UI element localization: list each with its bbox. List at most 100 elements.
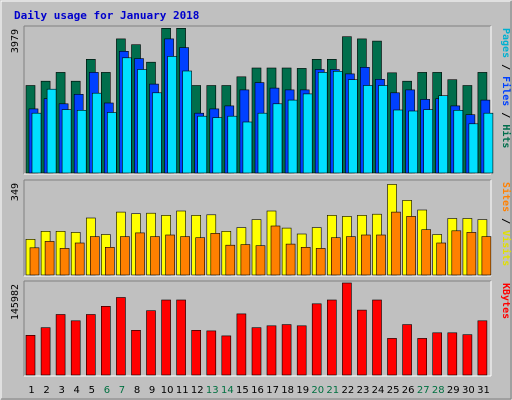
bar-kbytes-day-19 bbox=[296, 325, 307, 376]
bar-kbytes-day-10 bbox=[161, 299, 171, 376]
bar-kbytes-day-27 bbox=[417, 338, 428, 376]
chart-title: Daily usage for January 2018 bbox=[14, 9, 199, 22]
bar-pages-day-12 bbox=[197, 115, 207, 174]
bar-pages-day-5 bbox=[92, 92, 102, 174]
x-tick-label-day-30: 30 bbox=[462, 385, 475, 396]
bar-pages-day-21 bbox=[332, 71, 343, 174]
series-sites bbox=[29, 211, 492, 276]
right-label-part: Visits bbox=[500, 230, 512, 266]
bar-sites-day-31 bbox=[481, 236, 492, 276]
bar-sites-day-2 bbox=[44, 241, 55, 276]
bar-pages-day-18 bbox=[287, 99, 298, 174]
bar-pages-day-20 bbox=[317, 72, 328, 174]
x-axis-day-labels: 1 2 3 4 5 6 7 8 9 10 11 12 13 14 15 16 17 18 19 20 21 22 23 24 2… bbox=[28, 385, 490, 396]
bar-pages-day-3 bbox=[61, 109, 72, 174]
x-tick-label-day-13: 13 bbox=[206, 385, 219, 396]
bar-kbytes-day-31 bbox=[477, 320, 488, 376]
bar-sites-day-1 bbox=[29, 247, 40, 276]
bar-sites-day-8 bbox=[135, 232, 145, 276]
bar-kbytes-day-18 bbox=[281, 324, 292, 376]
bar-sites-day-24 bbox=[376, 234, 386, 276]
panel-top: 3979 bbox=[10, 25, 494, 175]
bar-kbytes-day-4 bbox=[70, 320, 81, 376]
x-tick-label-day-14: 14 bbox=[221, 385, 234, 396]
bar-sites-day-20 bbox=[315, 248, 326, 276]
right-label-panel-3: KBytes bbox=[500, 283, 511, 319]
x-tick-label-day-7: 7 bbox=[119, 385, 125, 396]
bar-pages-day-19 bbox=[302, 93, 313, 174]
bar-pages-day-23 bbox=[363, 85, 373, 174]
bar-kbytes-day-2 bbox=[40, 327, 51, 376]
x-tick-label-day-23: 23 bbox=[357, 385, 370, 396]
bar-sites-day-23 bbox=[361, 234, 371, 276]
x-tick-label-day-16: 16 bbox=[251, 385, 264, 396]
bar-sites-day-6 bbox=[105, 247, 115, 276]
right-label-part: Files bbox=[500, 76, 512, 106]
bar-sites-day-17 bbox=[270, 225, 281, 276]
y-axis-max-label: 145982 bbox=[10, 284, 21, 320]
bar-sites-day-19 bbox=[300, 247, 311, 276]
bar-kbytes-day-7 bbox=[116, 297, 126, 376]
right-label-panel-2: Sites / Visits bbox=[500, 182, 512, 266]
series-pages bbox=[31, 56, 494, 174]
bar-kbytes-day-5 bbox=[86, 314, 96, 376]
bar-kbytes-day-28 bbox=[432, 332, 443, 376]
x-tick-label-day-26: 26 bbox=[402, 385, 415, 396]
bar-kbytes-day-22 bbox=[342, 282, 352, 376]
bar-sites-day-3 bbox=[59, 248, 70, 276]
panel-middle: 349 bbox=[10, 179, 492, 277]
series-kbytes bbox=[25, 282, 488, 376]
x-tick-label-day-27: 27 bbox=[417, 385, 430, 396]
bar-sites-day-12 bbox=[195, 237, 205, 276]
bar-pages-day-31 bbox=[483, 112, 494, 174]
x-tick-label-day-29: 29 bbox=[447, 385, 460, 396]
bar-pages-day-26 bbox=[408, 110, 418, 174]
bar-sites-day-29 bbox=[451, 230, 462, 276]
bar-sites-day-4 bbox=[74, 242, 85, 276]
bar-sites-day-21 bbox=[330, 237, 341, 276]
bar-kbytes-day-13 bbox=[206, 330, 217, 376]
bar-pages-day-2 bbox=[46, 88, 57, 174]
bar-sites-day-28 bbox=[436, 242, 447, 276]
x-tick-label-day-19: 19 bbox=[296, 385, 309, 396]
bar-kbytes-day-6 bbox=[101, 305, 111, 376]
bar-kbytes-day-20 bbox=[311, 303, 322, 376]
bar-sites-day-30 bbox=[466, 232, 477, 276]
bar-kbytes-day-24 bbox=[372, 299, 382, 376]
bar-kbytes-day-17 bbox=[266, 325, 277, 376]
bar-sites-day-15 bbox=[240, 244, 251, 276]
x-tick-label-day-24: 24 bbox=[372, 385, 385, 396]
bar-pages-day-28 bbox=[438, 95, 449, 174]
bar-kbytes-day-29 bbox=[447, 332, 458, 376]
bar-kbytes-day-15 bbox=[236, 313, 247, 376]
x-tick-label-day-20: 20 bbox=[311, 385, 324, 396]
x-tick-label-day-1: 1 bbox=[28, 385, 34, 396]
right-label-part: KBytes bbox=[500, 283, 511, 319]
x-tick-label-day-18: 18 bbox=[281, 385, 294, 396]
bar-sites-day-18 bbox=[285, 243, 296, 276]
x-tick-label-day-21: 21 bbox=[326, 385, 339, 396]
x-tick-label-day-10: 10 bbox=[161, 385, 174, 396]
bar-pages-day-27 bbox=[423, 109, 434, 174]
bar-kbytes-day-12 bbox=[191, 329, 201, 376]
bar-pages-day-14 bbox=[227, 115, 238, 174]
bar-sites-day-14 bbox=[225, 244, 236, 276]
bar-sites-day-10 bbox=[165, 234, 175, 276]
bar-kbytes-day-21 bbox=[326, 299, 337, 376]
bar-pages-day-15 bbox=[242, 121, 253, 174]
x-tick-label-day-22: 22 bbox=[342, 385, 355, 396]
bar-sites-day-27 bbox=[421, 229, 432, 276]
x-tick-label-day-28: 28 bbox=[432, 385, 445, 396]
x-tick-label-day-2: 2 bbox=[43, 385, 49, 396]
x-tick-label-day-15: 15 bbox=[236, 385, 249, 396]
bar-kbytes-day-14 bbox=[221, 335, 232, 376]
bar-pages-day-30 bbox=[468, 123, 479, 174]
bar-pages-day-9 bbox=[152, 92, 162, 174]
bar-pages-day-10 bbox=[167, 56, 177, 174]
x-tick-label-day-6: 6 bbox=[104, 385, 110, 396]
right-label-panel-1: Pages / Files / Hits bbox=[500, 28, 512, 148]
x-tick-label-day-4: 4 bbox=[74, 385, 80, 396]
bar-kbytes-day-16 bbox=[251, 327, 262, 376]
bar-kbytes-day-9 bbox=[146, 310, 156, 376]
